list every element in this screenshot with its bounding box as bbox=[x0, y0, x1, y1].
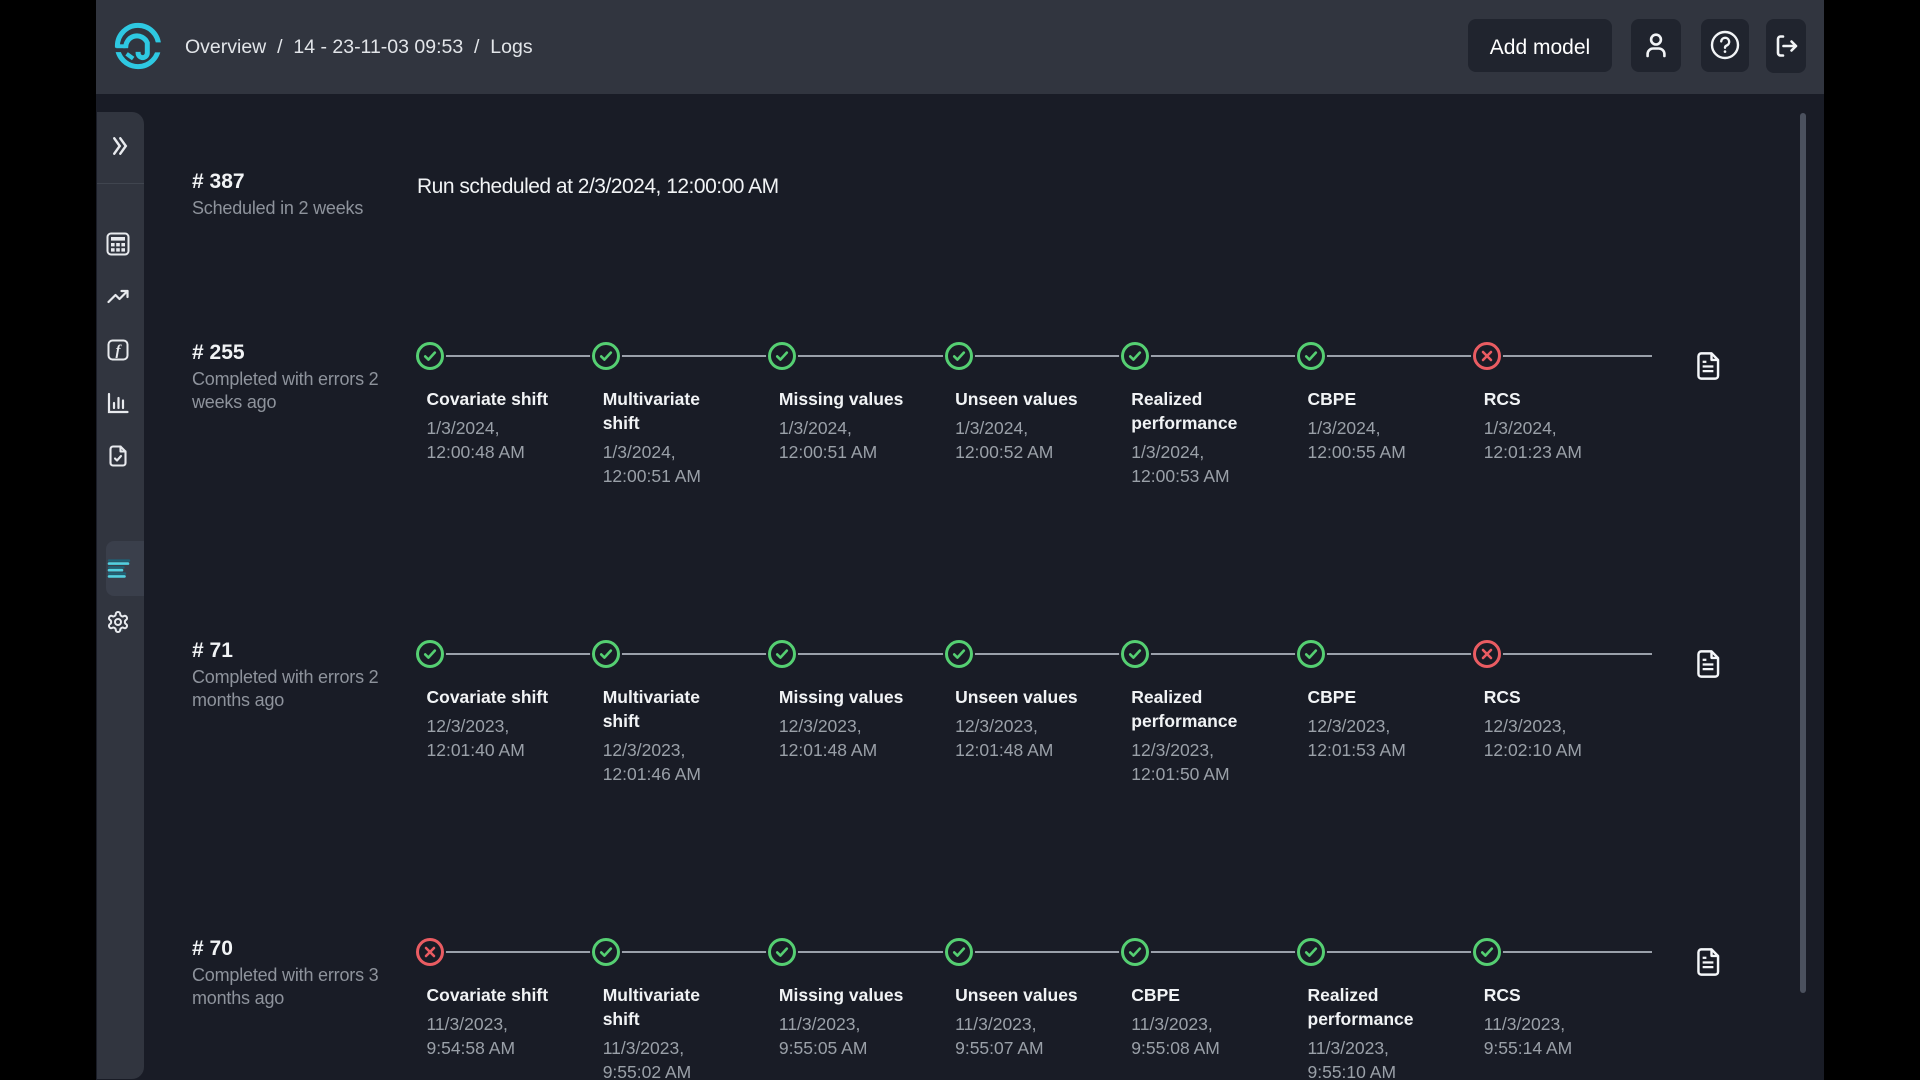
svg-text:f: f bbox=[116, 343, 123, 359]
